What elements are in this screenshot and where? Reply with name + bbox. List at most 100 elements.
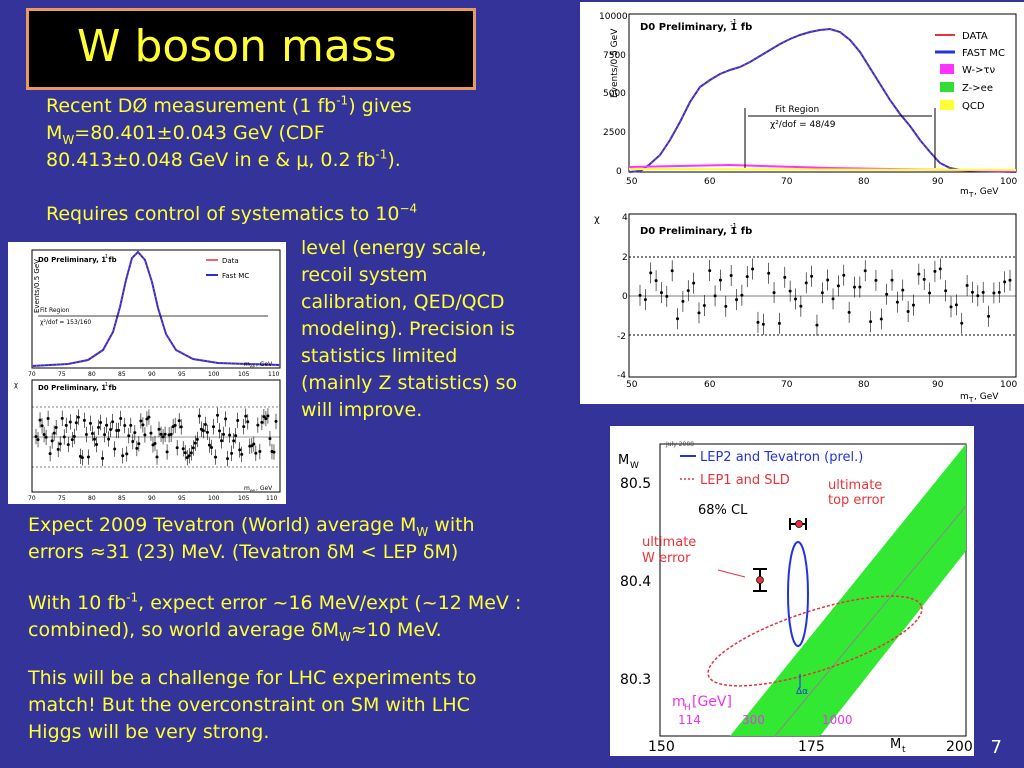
z-legend-data: Data xyxy=(222,257,239,265)
residual-point xyxy=(890,278,894,282)
residual-point xyxy=(99,420,103,424)
w-chi-points xyxy=(638,258,1012,336)
z-main-ylabel: Events/0.5 GeV xyxy=(33,259,41,313)
z-fit-region: Fit Region xyxy=(40,307,70,314)
residual-point xyxy=(879,317,883,321)
mw-date: July 2008 xyxy=(665,441,694,448)
p4-text-b: , expect error ~16 MeV/expt (~12 MeV : xyxy=(138,592,522,614)
w-ytick: 7500 xyxy=(603,51,626,61)
residual-point xyxy=(702,303,706,307)
residual-point xyxy=(211,425,215,429)
residual-point xyxy=(804,281,808,285)
mw-ytick: 80.4 xyxy=(620,574,651,590)
z-chi-xtick: 85 xyxy=(118,495,126,502)
legend2-label: LEP1 and SLD xyxy=(700,473,790,488)
residual-point xyxy=(933,269,937,273)
residual-point xyxy=(976,294,980,298)
residual-point xyxy=(197,414,201,418)
z-xtick: 85 xyxy=(118,371,126,378)
p1-sup2: -1 xyxy=(375,147,388,162)
w-xtick: 90 xyxy=(932,177,944,187)
z-xtick: 80 xyxy=(88,371,96,378)
residual-point xyxy=(139,419,143,423)
residual-point xyxy=(113,447,117,451)
z-chi-xtick: 95 xyxy=(178,495,186,502)
w-xtick: 70 xyxy=(781,177,793,187)
residual-point xyxy=(917,272,921,276)
p3-text-c: errors ≈31 (23) MeV. (Tevatron δM < LEP … xyxy=(28,541,459,563)
w-chi-xtick: 60 xyxy=(704,380,716,390)
legend-qcd-swatch xyxy=(940,100,954,110)
slide-title: W boson mass xyxy=(77,21,397,72)
residual-point xyxy=(64,423,68,427)
w-chi2-label: χ²/dof = 48/49 xyxy=(770,120,836,130)
p1-text-g: ). xyxy=(387,149,401,171)
legend-data-label: DATA xyxy=(962,31,988,42)
z-chi-xtick: 105 xyxy=(238,495,250,502)
paragraph-recent-measurement: Recent DØ measurement (1 fb-1) gives MW=… xyxy=(46,93,486,174)
residual-point xyxy=(997,290,1001,294)
delta-alpha-label: Δα xyxy=(796,687,808,697)
residual-point xyxy=(869,320,873,324)
w-main-frame xyxy=(628,13,1017,173)
residual-point xyxy=(175,446,179,450)
w-chi-xtick: 50 xyxy=(626,380,638,390)
residual-point xyxy=(36,438,40,442)
residual-point xyxy=(847,310,851,314)
residual-point xyxy=(895,300,899,304)
residual-point xyxy=(173,423,177,427)
w-xtick: 100 xyxy=(1000,177,1017,187)
w-xtick: 60 xyxy=(704,177,716,187)
z-data-points xyxy=(31,250,281,367)
w-chi-xlabel-unit: , GeV xyxy=(974,392,999,402)
residual-point xyxy=(72,434,76,438)
residual-point xyxy=(236,419,240,423)
sm-band-centerline xyxy=(774,505,967,737)
z-main-frame xyxy=(31,249,281,369)
residual-point xyxy=(42,433,46,437)
paragraph-lhc-challenge: This will be a challenge for LHC experim… xyxy=(28,665,603,746)
residual-point xyxy=(234,434,238,438)
residual-point xyxy=(960,321,964,325)
residual-point xyxy=(751,267,755,271)
residual-point xyxy=(692,281,696,285)
residual-point xyxy=(101,456,105,460)
residual-point xyxy=(643,298,647,302)
z-xtick: 100 xyxy=(208,371,220,378)
w-mt-plot: Events/0.5 GeV 10000 7500 5000 2500 0 D0… xyxy=(594,12,1017,404)
residual-point xyxy=(119,417,123,421)
residual-point xyxy=(949,305,953,309)
z-chi-xlabel-unit: , GeV xyxy=(256,485,273,492)
z-main-label-sup: -1 xyxy=(103,254,108,260)
paragraph-expect-2009: Expect 2009 Tevatron (World) average MW … xyxy=(28,512,588,566)
w-xlabel-unit: , GeV xyxy=(974,187,999,197)
residual-point xyxy=(105,423,109,427)
residual-point xyxy=(117,428,121,432)
ultimate-top-label-2: top error xyxy=(828,493,886,508)
residual-point xyxy=(48,452,52,456)
z-chi-xlabel-sub: ee xyxy=(250,488,255,493)
w-chi-label: D0 Preliminary, 1 fb xyxy=(640,226,752,237)
residual-point xyxy=(654,279,658,283)
w-ytick: 5000 xyxy=(603,89,626,99)
p2-line: statistics limited xyxy=(301,345,458,367)
p5-line: This will be a challenge for LHC experim… xyxy=(28,667,477,689)
mw-ytick: 80.3 xyxy=(620,672,651,688)
z-chi-points xyxy=(34,407,278,467)
w-chi-xlabel: m xyxy=(960,392,969,402)
residual-point xyxy=(123,424,127,428)
legend-qcd-label: QCD xyxy=(962,101,985,112)
w-fit-region-label: Fit Region xyxy=(775,105,819,115)
residual-point xyxy=(147,415,151,419)
residual-point xyxy=(638,293,642,297)
residual-point xyxy=(131,440,135,444)
mh-value: 1000 xyxy=(822,713,853,727)
top-error-point xyxy=(795,520,803,528)
w-main-ylabel: Events/0.5 GeV xyxy=(610,28,620,98)
w-ytick: 2500 xyxy=(603,128,626,138)
residual-point xyxy=(992,291,996,295)
w-ytick: 0 xyxy=(616,167,622,177)
residual-point xyxy=(264,417,268,421)
residual-point xyxy=(268,437,272,441)
residual-point xyxy=(68,420,72,424)
